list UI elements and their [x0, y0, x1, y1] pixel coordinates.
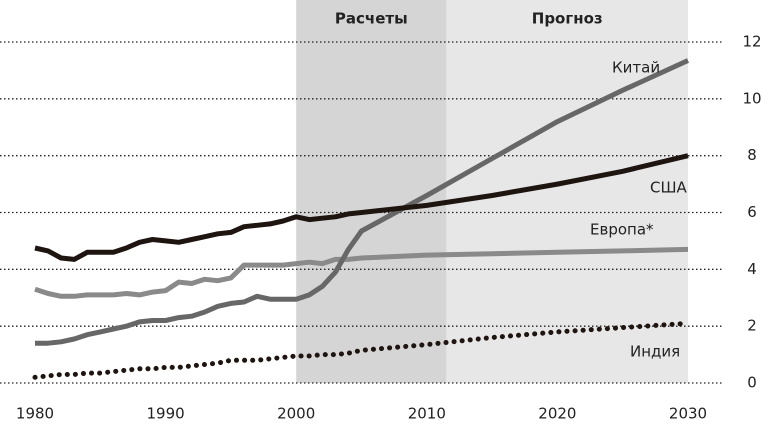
series-label: Китай [612, 59, 660, 77]
series-label: США [650, 179, 688, 197]
x-tick-label: 1980 [16, 405, 54, 423]
x-tick-label: 2030 [669, 405, 707, 423]
series-line [35, 58, 690, 346]
y-tick-label: 0 [747, 374, 757, 392]
y-tick-label: 4 [747, 260, 757, 278]
y-tick-label: 2 [747, 317, 757, 335]
series-label: Индия [630, 343, 680, 361]
y-tick-label: 12 [742, 33, 761, 51]
y-tick-label: 6 [747, 203, 757, 221]
series-line [34, 153, 689, 262]
x-tick-label: 2020 [538, 405, 576, 423]
series-line [34, 246, 689, 299]
series-line [32, 320, 691, 380]
series-label: Европа* [590, 221, 654, 239]
region [446, 0, 688, 383]
region-label: Прогноз [532, 10, 603, 28]
x-tick-label: 1990 [147, 405, 185, 423]
x-tick-label: 2000 [277, 405, 315, 423]
region [296, 0, 447, 383]
y-tick-label: 8 [747, 146, 757, 164]
x-tick-label: 2010 [408, 405, 446, 423]
y-tick-label: 10 [742, 89, 761, 107]
region-label: Расчеты [335, 10, 408, 28]
